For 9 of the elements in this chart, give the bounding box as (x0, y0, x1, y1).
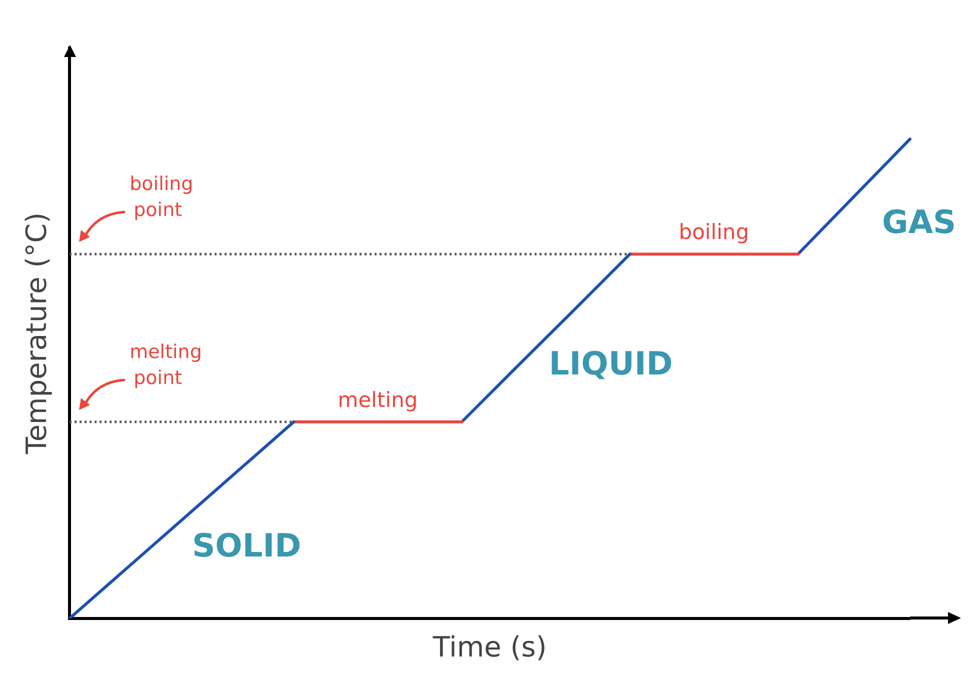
series-label: melting (338, 388, 418, 412)
y-axis-title: Temperature (°C) (20, 212, 54, 456)
series-label: LIQUID (548, 344, 673, 382)
ref-line-label: boiling point (130, 173, 194, 222)
series-label: SOLID (192, 526, 302, 564)
series-label: boiling (678, 220, 750, 244)
ref-line-label: melting point (130, 340, 202, 389)
series-label: GAS (882, 202, 956, 241)
x-axis-title: Time (s) (432, 630, 547, 664)
